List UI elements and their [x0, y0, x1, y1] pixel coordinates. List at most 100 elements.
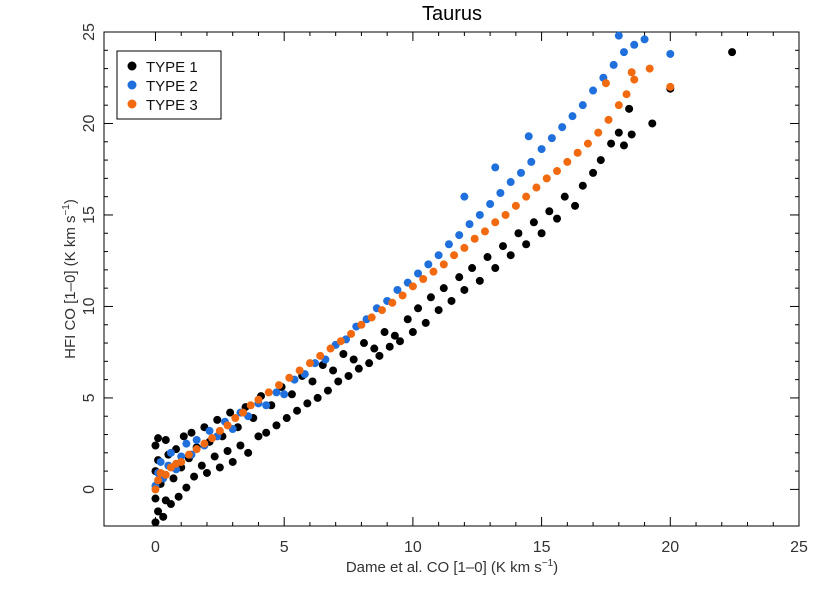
data-point: [197, 461, 206, 470]
data-point: [287, 390, 296, 399]
y-axis-label: HFI CO [1–0] (K km s−1): [61, 199, 79, 359]
data-point: [501, 210, 510, 219]
data-point: [645, 64, 654, 73]
legend-marker-2: [127, 80, 137, 90]
data-point: [573, 148, 582, 157]
data-point: [529, 218, 538, 227]
data-point: [215, 426, 224, 435]
data-point: [215, 463, 224, 472]
data-point: [607, 139, 616, 148]
data-point: [532, 183, 541, 192]
data-point: [491, 218, 500, 227]
data-point: [498, 242, 507, 251]
data-point: [213, 415, 222, 424]
y-tick-label-1: 5: [81, 393, 98, 402]
data-point: [614, 128, 623, 137]
data-point: [370, 344, 379, 353]
x-tick-label-5: 25: [790, 539, 808, 556]
legend: TYPE 1 TYPE 2 TYPE 3: [116, 50, 222, 120]
data-point: [450, 251, 459, 260]
data-point: [537, 229, 546, 238]
data-point: [323, 386, 332, 395]
data-point: [262, 401, 271, 410]
data-point: [465, 220, 474, 229]
data-point: [630, 40, 639, 49]
y-tick-label-2: 10: [81, 297, 98, 315]
data-point: [522, 192, 531, 201]
data-point: [244, 448, 253, 457]
data-point: [434, 306, 443, 315]
data-point: [455, 231, 464, 240]
x-tick-label-0: 0: [151, 539, 160, 556]
data-point: [359, 339, 368, 348]
data-point: [553, 167, 562, 176]
series-1: [151, 48, 737, 527]
data-point: [408, 328, 417, 337]
data-point: [524, 132, 533, 141]
data-point: [154, 434, 163, 443]
data-point: [619, 48, 628, 57]
data-point: [151, 494, 160, 503]
data-point: [414, 304, 423, 313]
y-tick-label-5: 25: [81, 23, 98, 41]
data-point: [254, 395, 263, 404]
data-point: [313, 393, 322, 402]
data-point: [202, 468, 211, 477]
x-axis-label: Dame et al. CO [1–0] (K km s−1): [346, 558, 558, 576]
legend-marker-3: [127, 99, 137, 109]
data-point: [357, 320, 366, 329]
data-point: [537, 145, 546, 154]
data-point: [640, 35, 649, 44]
data-point: [434, 251, 443, 260]
data-point: [385, 342, 394, 351]
data-point: [192, 436, 201, 445]
data-point: [344, 371, 353, 380]
data-point: [563, 157, 572, 166]
data-point: [156, 457, 165, 466]
data-point: [560, 192, 569, 201]
data-point: [630, 75, 639, 84]
data-point: [177, 452, 186, 461]
data-point: [609, 60, 618, 69]
y-tick-label-3: 15: [81, 206, 98, 224]
data-point: [205, 426, 214, 435]
data-point: [380, 328, 389, 337]
data-point: [589, 86, 598, 95]
data-point: [264, 388, 273, 397]
x-tick-label-3: 15: [533, 539, 551, 556]
data-point: [295, 366, 304, 375]
data-point: [169, 474, 178, 483]
data-point: [398, 291, 407, 300]
data-point: [414, 269, 423, 278]
data-point: [506, 178, 515, 187]
data-point: [272, 421, 281, 430]
data-point: [339, 350, 348, 359]
data-point: [491, 264, 500, 273]
data-point: [527, 157, 536, 166]
data-point: [424, 260, 433, 269]
data-point: [444, 240, 453, 249]
data-point: [429, 267, 438, 276]
data-point: [336, 337, 345, 346]
data-point: [483, 253, 492, 262]
data-point: [547, 134, 556, 143]
data-point: [421, 318, 430, 327]
data-point: [303, 399, 312, 408]
data-point: [187, 428, 196, 437]
data-point: [619, 141, 628, 150]
data-point: [184, 450, 193, 459]
data-point: [596, 156, 605, 165]
legend-label-1: TYPE 1: [146, 59, 198, 76]
data-point: [486, 199, 495, 208]
data-point: [468, 264, 477, 273]
data-point: [390, 331, 399, 340]
data-point: [666, 49, 675, 58]
data-point: [262, 428, 271, 437]
data-point: [179, 432, 188, 441]
data-point: [439, 260, 448, 269]
data-point: [514, 229, 523, 238]
x-tick-label-4: 20: [661, 539, 679, 556]
data-point: [622, 90, 631, 99]
data-point: [334, 377, 343, 386]
